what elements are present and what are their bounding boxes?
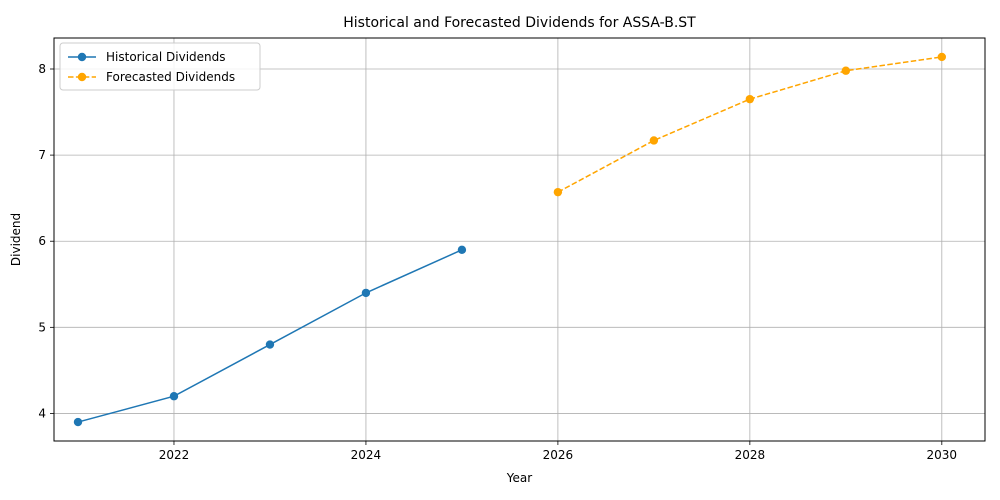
data-point [841, 66, 851, 75]
legend-label: Forecasted Dividends [106, 70, 235, 84]
data-point [553, 187, 563, 197]
data-point [265, 340, 275, 349]
x-tick-label: 2028 [735, 448, 766, 462]
series-forecasted-dividends [553, 52, 947, 197]
x-tick-label: 2024 [351, 448, 382, 462]
y-tick-label: 8 [38, 62, 46, 76]
x-tick-label: 2030 [927, 448, 958, 462]
grid-lines [54, 38, 985, 441]
x-tick-label: 2026 [543, 448, 574, 462]
legend-marker [77, 52, 87, 62]
y-tick-label: 6 [38, 234, 46, 248]
data-point [457, 245, 467, 255]
series-historical-dividends [73, 245, 467, 427]
y-axis-label: Dividend [9, 213, 23, 266]
legend-item-historical-dividends: Historical Dividends [68, 50, 226, 64]
y-tick-label: 4 [38, 406, 46, 420]
y-tick-label: 7 [38, 148, 46, 162]
data-point [745, 94, 755, 104]
legend-label: Historical Dividends [106, 50, 226, 64]
legend-item-forecasted-dividends: Forecasted Dividends [68, 70, 235, 84]
data-point [73, 417, 83, 427]
axis-ticks: 2022 2024 2026 2028 2030 4 5 6 7 8 [38, 62, 957, 462]
series-layer [73, 52, 947, 427]
x-axis-label: Year [506, 471, 532, 485]
legend-box [59, 42, 261, 91]
legend: Historical Dividends Forecasted Dividends [59, 42, 261, 91]
legend-marker [77, 72, 87, 82]
plot-frame [53, 37, 986, 442]
x-tick-label: 2022 [159, 448, 190, 462]
chart-title: Historical and Forecasted Dividends for … [343, 15, 696, 31]
data-point [361, 288, 371, 298]
data-point [937, 52, 947, 62]
y-tick-label: 5 [38, 320, 46, 334]
data-point [169, 392, 179, 401]
data-point [649, 136, 659, 145]
